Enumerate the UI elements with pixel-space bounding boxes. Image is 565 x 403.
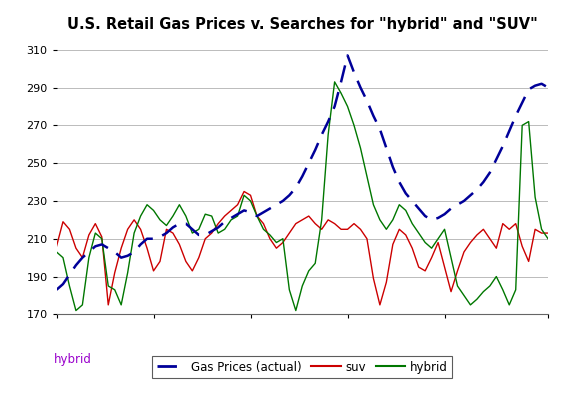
Text: hybrid: hybrid [54, 353, 92, 366]
Legend: Gas Prices (actual), suv, hybrid: Gas Prices (actual), suv, hybrid [152, 356, 453, 378]
Title: U.S. Retail Gas Prices v. Searches for "hybrid" and "SUV": U.S. Retail Gas Prices v. Searches for "… [67, 17, 538, 32]
